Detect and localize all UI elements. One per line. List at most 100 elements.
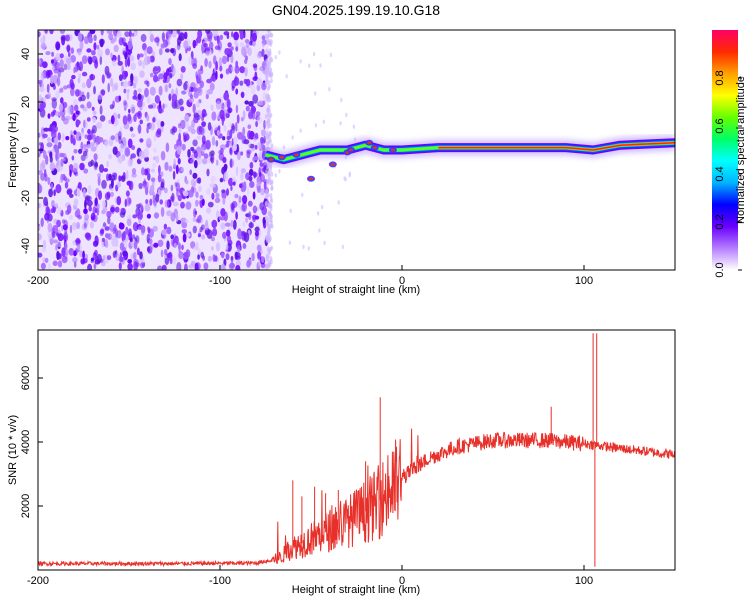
noise-blob bbox=[250, 84, 256, 95]
noise-blob bbox=[110, 38, 115, 44]
noise-blob bbox=[124, 58, 128, 68]
noise-blob bbox=[256, 77, 263, 87]
noise-blob bbox=[144, 48, 148, 57]
noise-blob bbox=[125, 226, 129, 235]
noise-blob bbox=[164, 48, 170, 53]
noise-blob bbox=[184, 121, 190, 129]
noise-blob bbox=[63, 235, 67, 241]
noise-blob bbox=[256, 185, 261, 193]
noise-blob bbox=[66, 44, 71, 53]
noise-blob bbox=[136, 247, 140, 256]
noise-blob bbox=[131, 168, 137, 175]
noise-blob bbox=[177, 194, 182, 202]
noise-blob bbox=[183, 252, 189, 260]
noise-blob bbox=[207, 255, 212, 262]
noise-blob bbox=[243, 232, 250, 243]
noise-blob bbox=[215, 159, 219, 166]
noise-blob bbox=[199, 127, 205, 136]
noise-blob bbox=[270, 32, 274, 38]
noise-blob bbox=[123, 88, 127, 94]
noise-blob bbox=[203, 153, 209, 159]
noise-blob bbox=[160, 121, 165, 127]
noise-blob bbox=[226, 235, 232, 243]
noise-blob bbox=[53, 202, 58, 208]
noise-blob bbox=[212, 228, 218, 237]
noise-blob bbox=[223, 171, 229, 182]
noise-blob bbox=[98, 137, 104, 143]
noise-blob bbox=[265, 73, 269, 79]
noise-blob bbox=[184, 263, 188, 270]
noise-blob bbox=[124, 70, 128, 78]
noise-blob bbox=[244, 66, 248, 77]
noise-blob bbox=[259, 66, 265, 72]
noise-blob bbox=[245, 217, 248, 222]
ridge-blob-core bbox=[372, 146, 377, 149]
noise-blob bbox=[215, 192, 220, 199]
noise-blob bbox=[178, 98, 184, 106]
heatmap-y-ticks: -40 -20 0 20 40 bbox=[20, 48, 43, 254]
noise-blob bbox=[172, 126, 178, 133]
noise-blob bbox=[39, 162, 46, 171]
noise-blob bbox=[55, 90, 60, 99]
noise-blob bbox=[219, 109, 225, 120]
noise-blob bbox=[264, 201, 268, 207]
noise-blob bbox=[201, 121, 207, 127]
noise-blob bbox=[278, 169, 281, 174]
noise-blob bbox=[60, 97, 64, 104]
noise-blob bbox=[118, 95, 122, 102]
noise-blob bbox=[53, 189, 56, 197]
noise-blob bbox=[84, 134, 88, 139]
noise-blob bbox=[211, 136, 216, 146]
noise-blob bbox=[210, 183, 217, 188]
noise-blob bbox=[55, 52, 62, 61]
noise-blob bbox=[129, 55, 135, 62]
noise-blob bbox=[110, 135, 116, 141]
noise-blob bbox=[146, 46, 153, 55]
noise-blob bbox=[312, 51, 316, 57]
noise-blob bbox=[269, 217, 273, 223]
noise-blob bbox=[133, 89, 138, 97]
noise-blob bbox=[265, 48, 269, 54]
noise-blob bbox=[268, 61, 272, 67]
noise-blob bbox=[254, 230, 260, 237]
noise-blob bbox=[132, 214, 138, 219]
noise-blob bbox=[57, 260, 63, 268]
noise-blob bbox=[260, 136, 264, 144]
ridge-blob-core bbox=[294, 153, 299, 157]
noise-blob bbox=[270, 186, 274, 192]
noise-blob bbox=[209, 182, 215, 189]
noise-blob bbox=[87, 185, 92, 194]
noise-blob bbox=[205, 93, 209, 100]
noise-blob bbox=[197, 68, 204, 75]
noise-blob bbox=[51, 148, 55, 153]
noise-blob bbox=[227, 42, 232, 48]
noise-blob bbox=[256, 261, 261, 270]
noise-blob bbox=[132, 95, 137, 100]
noise-blob bbox=[269, 196, 273, 202]
noise-blob bbox=[174, 99, 181, 110]
noise-blob bbox=[255, 115, 260, 121]
noise-blob bbox=[158, 165, 161, 175]
noise-blob bbox=[229, 147, 232, 155]
noise-blob bbox=[146, 233, 150, 244]
noise-blob bbox=[170, 195, 174, 202]
noise-blob bbox=[242, 195, 248, 204]
noise-blob bbox=[153, 200, 157, 206]
noise-blob bbox=[160, 249, 164, 258]
noise-blob bbox=[241, 201, 247, 212]
noise-blob bbox=[77, 49, 82, 56]
noise-blob bbox=[92, 240, 99, 247]
noise-blob bbox=[225, 243, 229, 251]
noise-blob bbox=[84, 213, 90, 221]
noise-blob bbox=[94, 161, 98, 168]
noise-blob bbox=[261, 129, 266, 137]
noise-blob bbox=[235, 211, 238, 220]
noise-blob bbox=[140, 34, 147, 42]
noise-blob bbox=[97, 176, 101, 186]
noise-blob bbox=[180, 167, 184, 172]
noise-blob bbox=[153, 135, 157, 142]
noise-blob bbox=[141, 167, 145, 176]
noise-blob bbox=[228, 262, 235, 270]
noise-blob bbox=[192, 172, 198, 179]
noise-blob bbox=[102, 200, 106, 208]
